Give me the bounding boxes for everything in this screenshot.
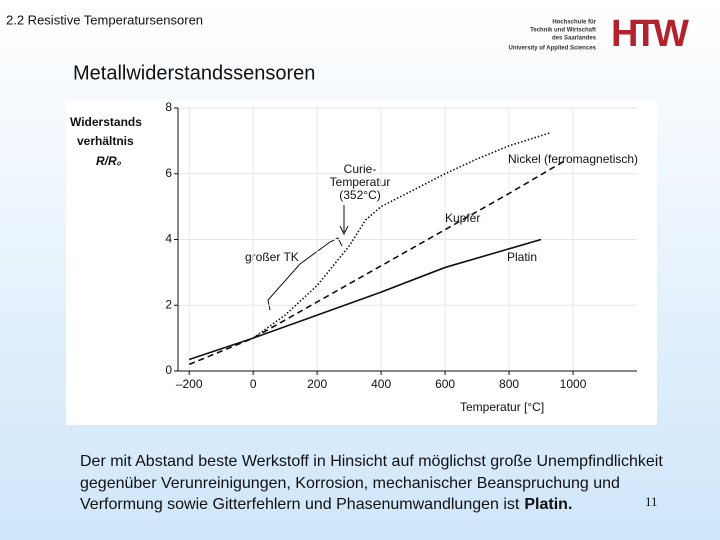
slide-title: Metallwiderstandssensoren [73, 62, 315, 84]
logo-text: Hochschule für [552, 20, 596, 26]
logo-text: University of Applied Sciences [509, 46, 597, 52]
annotation: Curie- [344, 162, 377, 176]
body-bold: Platin. [524, 496, 572, 513]
x-tick-label: 400 [371, 377, 391, 391]
chart: Widerstands verhältnis R/R₀ Temperatur [… [70, 100, 638, 414]
x-tick-label: –200 [176, 377, 203, 391]
y-tick-label: 2 [165, 297, 172, 311]
y-axis-label: Widerstands [70, 115, 142, 129]
y-tick-label: 4 [165, 232, 172, 246]
y-axis-label: verhältnis [77, 134, 134, 148]
series-label: Kupfer [445, 211, 480, 225]
x-tick-label: 0 [250, 377, 257, 391]
annotation: Temperatur [330, 175, 391, 189]
x-tick-label: 200 [307, 377, 327, 391]
series-label: Nickel (ferromagnetisch) [508, 152, 638, 166]
annotation: (352°C) [339, 188, 380, 202]
logo-text: des Saarlandes [552, 36, 597, 42]
body-text: Der mit Abstand beste Werkstoff in Hinsi… [80, 453, 663, 470]
y-tick-label: 8 [165, 100, 172, 114]
annotation-arrow [339, 205, 349, 236]
section-header: 2.2 Resistive Temperatursensoren [6, 12, 203, 27]
page-number: 11 [645, 494, 658, 509]
logo-text: Technik und Wirtschaft [530, 28, 596, 34]
series-line [188, 238, 542, 361]
series-line [188, 159, 566, 366]
body-text: gegenüber Verunreinigungen, Korrosion, m… [80, 475, 620, 492]
annotation: großer TK [245, 250, 299, 264]
body-text: Verformung sowie Gitterfehlern und Phase… [80, 496, 520, 513]
x-axis-label: Temperatur [°C] [460, 400, 544, 414]
series-label: Platin [507, 250, 537, 264]
x-tick-label: 600 [435, 377, 455, 391]
body-text: Verformung sowie Gitterfehlern und Phase… [80, 496, 572, 513]
y-axis-label: R/R₀ [96, 154, 122, 168]
y-tick-label: 0 [165, 363, 172, 377]
y-tick-label: 6 [165, 166, 172, 180]
logo-mark: HTW [611, 13, 689, 55]
x-tick-label: 1000 [560, 377, 587, 391]
x-tick-label: 800 [499, 377, 519, 391]
